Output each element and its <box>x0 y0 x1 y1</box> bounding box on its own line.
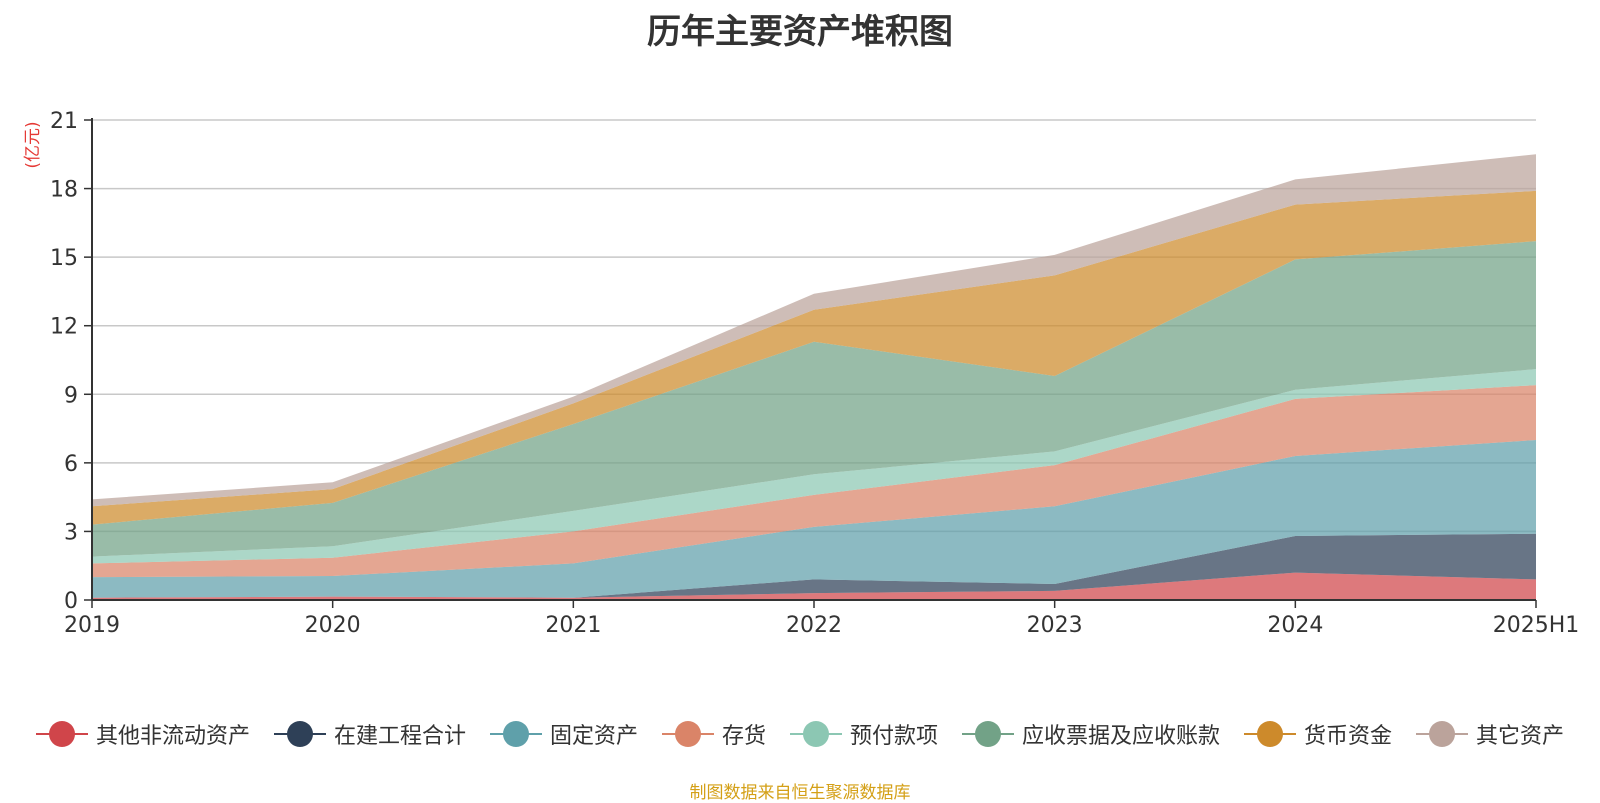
y-tick-label: 3 <box>64 520 78 545</box>
legend-item-4[interactable]: 存货 <box>661 718 766 750</box>
legend-item-3[interactable]: 固定资产 <box>489 718 638 750</box>
y-tick-label: 6 <box>64 452 78 477</box>
legend-marker-icon <box>962 721 1015 747</box>
axes <box>84 118 1537 608</box>
y-unit-label: (亿元) <box>23 121 43 168</box>
area-series-2 <box>92 533 1536 598</box>
legend-item-8[interactable]: 其它资产 <box>1416 718 1564 750</box>
legend-marker-icon <box>1244 721 1297 747</box>
y-tick-label: 21 <box>50 109 78 134</box>
x-tick-label: 2023 <box>1027 613 1083 638</box>
legend-item-5[interactable]: 预付款项 <box>790 718 938 750</box>
legend-label: 固定资产 <box>549 724 638 749</box>
y-tick-label: 15 <box>50 246 78 271</box>
legend-label: 在建工程合计 <box>333 724 466 749</box>
legend-marker-icon <box>790 721 842 747</box>
legend-item-1[interactable]: 其他非流动资产 <box>35 718 250 750</box>
y-tick-label: 9 <box>64 383 78 408</box>
legend-label: 其他非流动资产 <box>95 724 250 749</box>
area-series-4 <box>92 385 1536 578</box>
legend-label: 应收票据及应收账款 <box>1022 724 1221 749</box>
area-series-5 <box>92 369 1536 564</box>
legend-marker-icon <box>35 721 88 747</box>
legend-item-7[interactable]: 货币资金 <box>1244 718 1392 750</box>
legend-label: 预付款项 <box>850 724 939 749</box>
tick-labels: 0 3 6 9 12 15 18 21 (亿元) 2019 2020 2021 2022 2023 2024… <box>23 109 1579 638</box>
legend-marker-icon <box>273 721 326 747</box>
legend-label: 货币资金 <box>1304 724 1393 749</box>
chart-title: 历年主要资产堆积图 <box>647 12 953 52</box>
x-tick-label: 2025H1 <box>1493 613 1580 638</box>
area-series-3 <box>92 440 1536 598</box>
x-tick-label: 2022 <box>786 613 842 638</box>
legend-marker-icon <box>661 721 714 747</box>
legend: 其他非流动资产 在建工程合计 固定资产 存货 预付款项 应收票据及应收账款 货币资金 其它资产 <box>0 718 1600 750</box>
area-series <box>92 154 1536 600</box>
area-series-6 <box>92 241 1536 557</box>
legend-item-2[interactable]: 在建工程合计 <box>273 718 466 750</box>
source-note: 制图数据来自恒生聚源数据库 <box>689 783 911 803</box>
x-tick-label: 2024 <box>1267 613 1323 638</box>
legend-marker-icon <box>1416 721 1469 747</box>
y-tick-label: 12 <box>50 315 78 340</box>
legend-label: 存货 <box>721 724 766 749</box>
legend-label: 其它资产 <box>1476 724 1565 749</box>
x-tick-label: 2019 <box>64 613 120 638</box>
x-tick-label: 2021 <box>545 613 601 638</box>
x-tick-label: 2020 <box>305 613 361 638</box>
area-series-8 <box>92 154 1536 507</box>
area-series-1 <box>92 572 1536 600</box>
legend-marker-icon <box>489 721 542 747</box>
legend-item-6[interactable]: 应收票据及应收账款 <box>962 718 1220 750</box>
area-series-7 <box>92 190 1536 525</box>
y-tick-label: 18 <box>50 178 78 203</box>
stacked-area-chart: 0 3 6 9 12 15 18 21 (亿元) 2019 2020 2021 2022 2023 2024… <box>23 109 1579 638</box>
y-tick-label: 0 <box>64 589 78 614</box>
